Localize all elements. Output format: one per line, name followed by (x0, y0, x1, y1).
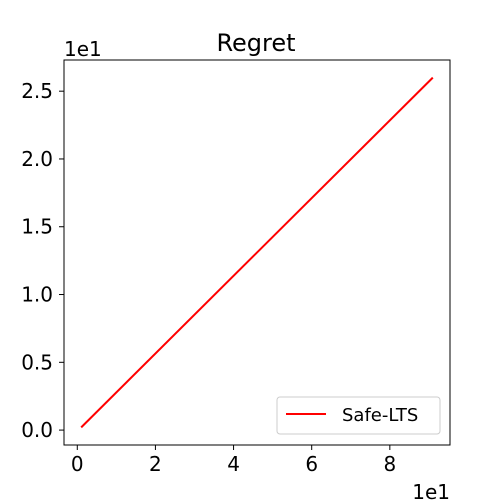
x-tick-label: 6 (305, 452, 318, 476)
x-scale-label: 1e1 (412, 480, 450, 500)
y-scale-label: 1e1 (64, 37, 102, 61)
x-tick-label: 8 (383, 452, 396, 476)
y-tick-label: 1.0 (21, 283, 53, 307)
y-tick-label: 0.0 (21, 418, 53, 442)
chart-title: Regret (216, 29, 295, 57)
y-tick-label: 1.5 (21, 215, 53, 239)
x-tick-label: 4 (227, 452, 240, 476)
y-tick-label: 0.5 (21, 350, 53, 374)
x-tick-label: 0 (71, 452, 84, 476)
x-tick-label: 2 (149, 452, 162, 476)
legend-label-safe-lts: Safe-LTS (342, 405, 418, 426)
y-tick-label: 2.5 (21, 79, 53, 103)
legend: Safe-LTS (277, 397, 440, 434)
y-tick-label: 2.0 (21, 147, 53, 171)
